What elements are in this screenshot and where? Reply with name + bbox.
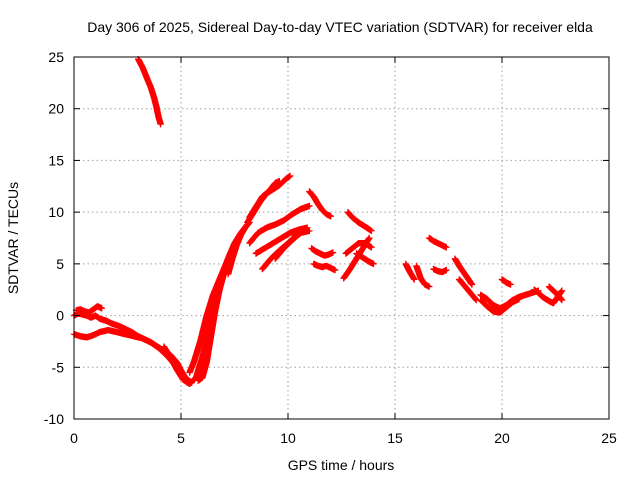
axis-ticks: 0 5 10 15 20 25 -10 -5 0 5 10 15 20 25 [44,49,617,446]
data-track [135,55,164,128]
x-axis-label: GPS time / hours [288,457,395,473]
data-track [194,260,232,384]
y-tick-label: -10 [44,411,64,427]
grid-lines [74,57,609,419]
y-axis-label: SDTVAR / TECUs [5,182,21,294]
x-tick-label: 10 [280,430,296,446]
data-track [272,227,313,262]
y-tick-label: 10 [48,204,64,220]
y-tick-label: 0 [56,308,64,324]
data-track [246,202,313,247]
data-track [306,188,334,220]
data-track [426,234,450,251]
data-track [353,250,377,268]
y-tick-label: 5 [56,256,64,272]
data-track [456,276,480,304]
y-tick-label: -5 [52,359,65,375]
data-track [498,276,514,288]
y-tick-label: 20 [48,101,64,117]
data-track [344,208,375,234]
chart-title: Day 306 of 2025, Sidereal Day-to-day VTE… [87,19,593,35]
x-tick-label: 0 [70,430,78,446]
data-track [413,262,433,290]
plot-frame [73,56,610,420]
y-tick-label: 15 [48,152,64,168]
data-track [72,303,105,316]
x-tick-label: 5 [177,430,185,446]
x-tick-label: 15 [387,430,403,446]
x-tick-label: 20 [494,430,510,446]
x-tick-label: 25 [601,430,617,446]
data-track [477,287,542,312]
y-tick-label: 25 [48,49,64,65]
data-track [310,260,339,274]
data-track [246,177,283,221]
data-track [545,283,566,304]
data-points [70,55,566,387]
data-track [430,265,450,276]
data-track [224,219,253,278]
data-track [402,260,418,283]
data-track [308,245,337,259]
data-track [451,255,476,288]
data-track [342,240,375,257]
